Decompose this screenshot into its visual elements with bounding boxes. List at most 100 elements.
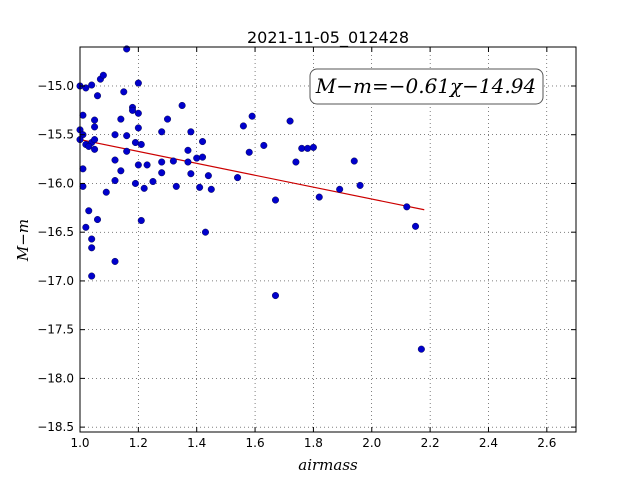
- data-point: [85, 207, 93, 215]
- data-point: [149, 178, 157, 186]
- data-point: [234, 174, 242, 182]
- y-tick-label: −18.5: [37, 420, 74, 434]
- data-point: [248, 112, 256, 120]
- data-point: [85, 142, 93, 150]
- fit-equation: M−m=−0.61χ−14.94: [315, 74, 536, 98]
- data-point: [298, 144, 306, 152]
- data-point: [207, 185, 215, 193]
- data-point: [111, 131, 119, 139]
- data-point: [117, 167, 125, 175]
- data-point: [91, 116, 99, 124]
- y-tick-label: −16.5: [37, 225, 74, 239]
- data-point: [158, 158, 166, 166]
- data-point: [309, 143, 317, 151]
- data-point: [245, 148, 253, 156]
- data-point: [134, 109, 142, 117]
- data-point: [137, 216, 145, 224]
- data-point: [91, 145, 99, 153]
- chart-title: 2021-11-05_012428: [247, 28, 409, 48]
- data-point: [111, 177, 119, 185]
- y-tick-label: −18.0: [37, 371, 74, 385]
- data-point: [158, 169, 166, 177]
- data-point: [158, 128, 166, 136]
- data-point: [304, 144, 312, 152]
- data-point: [129, 106, 137, 114]
- y-axis-label: M−m: [14, 219, 32, 262]
- data-point: [79, 165, 87, 173]
- data-point: [88, 235, 96, 243]
- data-point: [123, 132, 131, 140]
- x-tick-label: 1.8: [304, 436, 323, 450]
- x-tick-label: 1.4: [187, 436, 206, 450]
- data-point: [187, 128, 195, 136]
- data-point: [172, 182, 180, 190]
- data-point: [79, 182, 87, 190]
- data-point: [111, 156, 119, 164]
- data-point: [315, 193, 323, 201]
- y-tick-label: −15.0: [37, 79, 74, 93]
- data-point: [99, 71, 107, 79]
- grid: [79, 47, 576, 432]
- data-point: [350, 157, 358, 165]
- data-point: [196, 183, 204, 191]
- data-point: [102, 188, 110, 196]
- data-point: [412, 222, 420, 230]
- data-point: [117, 115, 125, 123]
- fit-equation-frame: [309, 68, 544, 105]
- data-point: [184, 146, 192, 154]
- data-point: [88, 81, 96, 89]
- plot-frame: [79, 46, 577, 433]
- data-point: [143, 161, 151, 169]
- fit-equation-box: M−m=−0.61χ−14.94: [309, 68, 544, 105]
- data-point: [184, 158, 192, 166]
- data-point: [164, 115, 172, 123]
- data-point: [271, 292, 279, 300]
- axis-ticks: 1.0 1.2 1.4 1.6 1.8 2.0 2.2 2.4 2.6 −15.0 −15.5 −16…: [37, 47, 576, 450]
- data-point: [336, 185, 344, 193]
- data-point: [178, 101, 186, 109]
- data-point: [88, 244, 96, 252]
- data-point: [91, 136, 99, 144]
- x-tick-label: 1.6: [246, 436, 265, 450]
- data-point: [417, 345, 425, 353]
- x-axis-label: airmass: [298, 456, 358, 474]
- x-tick-label: 1.0: [70, 436, 89, 450]
- y-tick-label: −15.5: [37, 128, 74, 142]
- data-point: [187, 170, 195, 178]
- data-point: [134, 161, 142, 169]
- y-tick-label: −17.0: [37, 274, 74, 288]
- data-point: [201, 228, 209, 236]
- data-point: [137, 140, 145, 148]
- data-point: [403, 203, 411, 211]
- data-point: [111, 257, 119, 265]
- data-point: [292, 158, 300, 166]
- data-point: [131, 179, 139, 187]
- data-point: [286, 117, 294, 125]
- y-tick-label: −17.5: [37, 323, 74, 337]
- y-tick-label: −16.0: [37, 176, 74, 190]
- data-point: [193, 154, 201, 162]
- data-point: [204, 172, 212, 180]
- data-point: [260, 141, 268, 149]
- data-point: [88, 272, 96, 280]
- data-point: [199, 138, 207, 146]
- data-point: [91, 123, 99, 131]
- x-tick-label: 2.0: [362, 436, 381, 450]
- fit-line: [79, 139, 425, 211]
- data-point: [82, 223, 90, 231]
- data-point: [131, 139, 139, 147]
- data-point: [271, 196, 279, 204]
- data-point: [134, 79, 142, 87]
- data-point: [123, 147, 131, 155]
- data-point: [120, 88, 128, 96]
- x-tick-label: 2.2: [421, 436, 440, 450]
- data-point: [140, 184, 148, 192]
- x-tick-label: 1.2: [129, 436, 148, 450]
- data-point: [239, 122, 247, 130]
- x-tick-label: 2.6: [537, 436, 556, 450]
- data-point: [199, 153, 207, 161]
- data-point: [94, 92, 102, 100]
- data-point: [169, 157, 177, 165]
- data-point: [356, 181, 364, 189]
